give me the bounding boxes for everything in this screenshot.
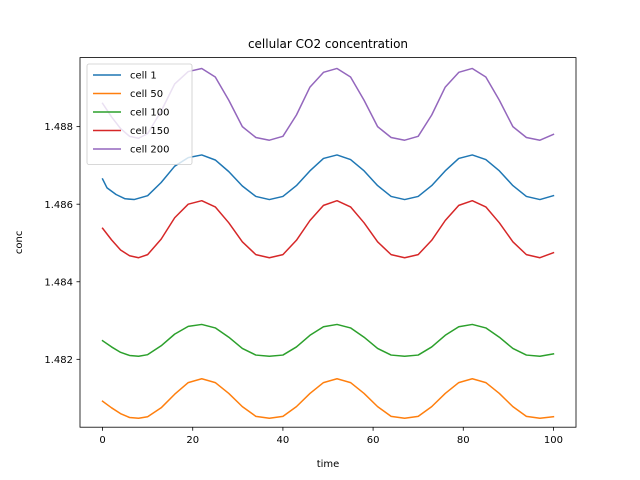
y-tick-label: 1.488 (44, 122, 73, 133)
series-line-3 (101, 323, 555, 357)
y-tick-label: 1.482 (44, 355, 73, 366)
series-line-1 (101, 154, 555, 201)
y-tick-label: 1.484 (44, 277, 73, 288)
chart-title: cellular CO2 concentration (248, 37, 408, 51)
x-axis-label: time (317, 459, 340, 470)
legend-label: cell 150 (130, 126, 169, 137)
legend-label: cell 100 (130, 108, 169, 119)
plot-frame (79, 57, 577, 428)
legend: cell 1 cell 50 cell 100 cell 150 cell 200 (86, 63, 193, 165)
series-line-4 (101, 199, 555, 259)
x-tick-label: 0 (99, 435, 105, 446)
legend-label: cell 1 (130, 71, 157, 82)
x-tick-label: 20 (186, 435, 199, 446)
x-tick-label: 80 (457, 435, 470, 446)
y-tick-label: 1.486 (44, 200, 73, 211)
y-axis: 1.482 1.484 1.486 1.488 (44, 122, 80, 366)
x-axis: 0 20 40 60 80 100 (99, 427, 563, 446)
series-line-2 (101, 377, 555, 420)
legend-label: cell 200 (130, 145, 169, 156)
legend-box (86, 63, 193, 165)
y-axis-label: conc (14, 231, 25, 254)
plot-lines (101, 67, 555, 420)
legend-label: cell 50 (130, 89, 163, 100)
x-tick-label: 60 (367, 435, 380, 446)
x-tick-label: 40 (277, 435, 290, 446)
x-tick-label: 100 (544, 435, 563, 446)
